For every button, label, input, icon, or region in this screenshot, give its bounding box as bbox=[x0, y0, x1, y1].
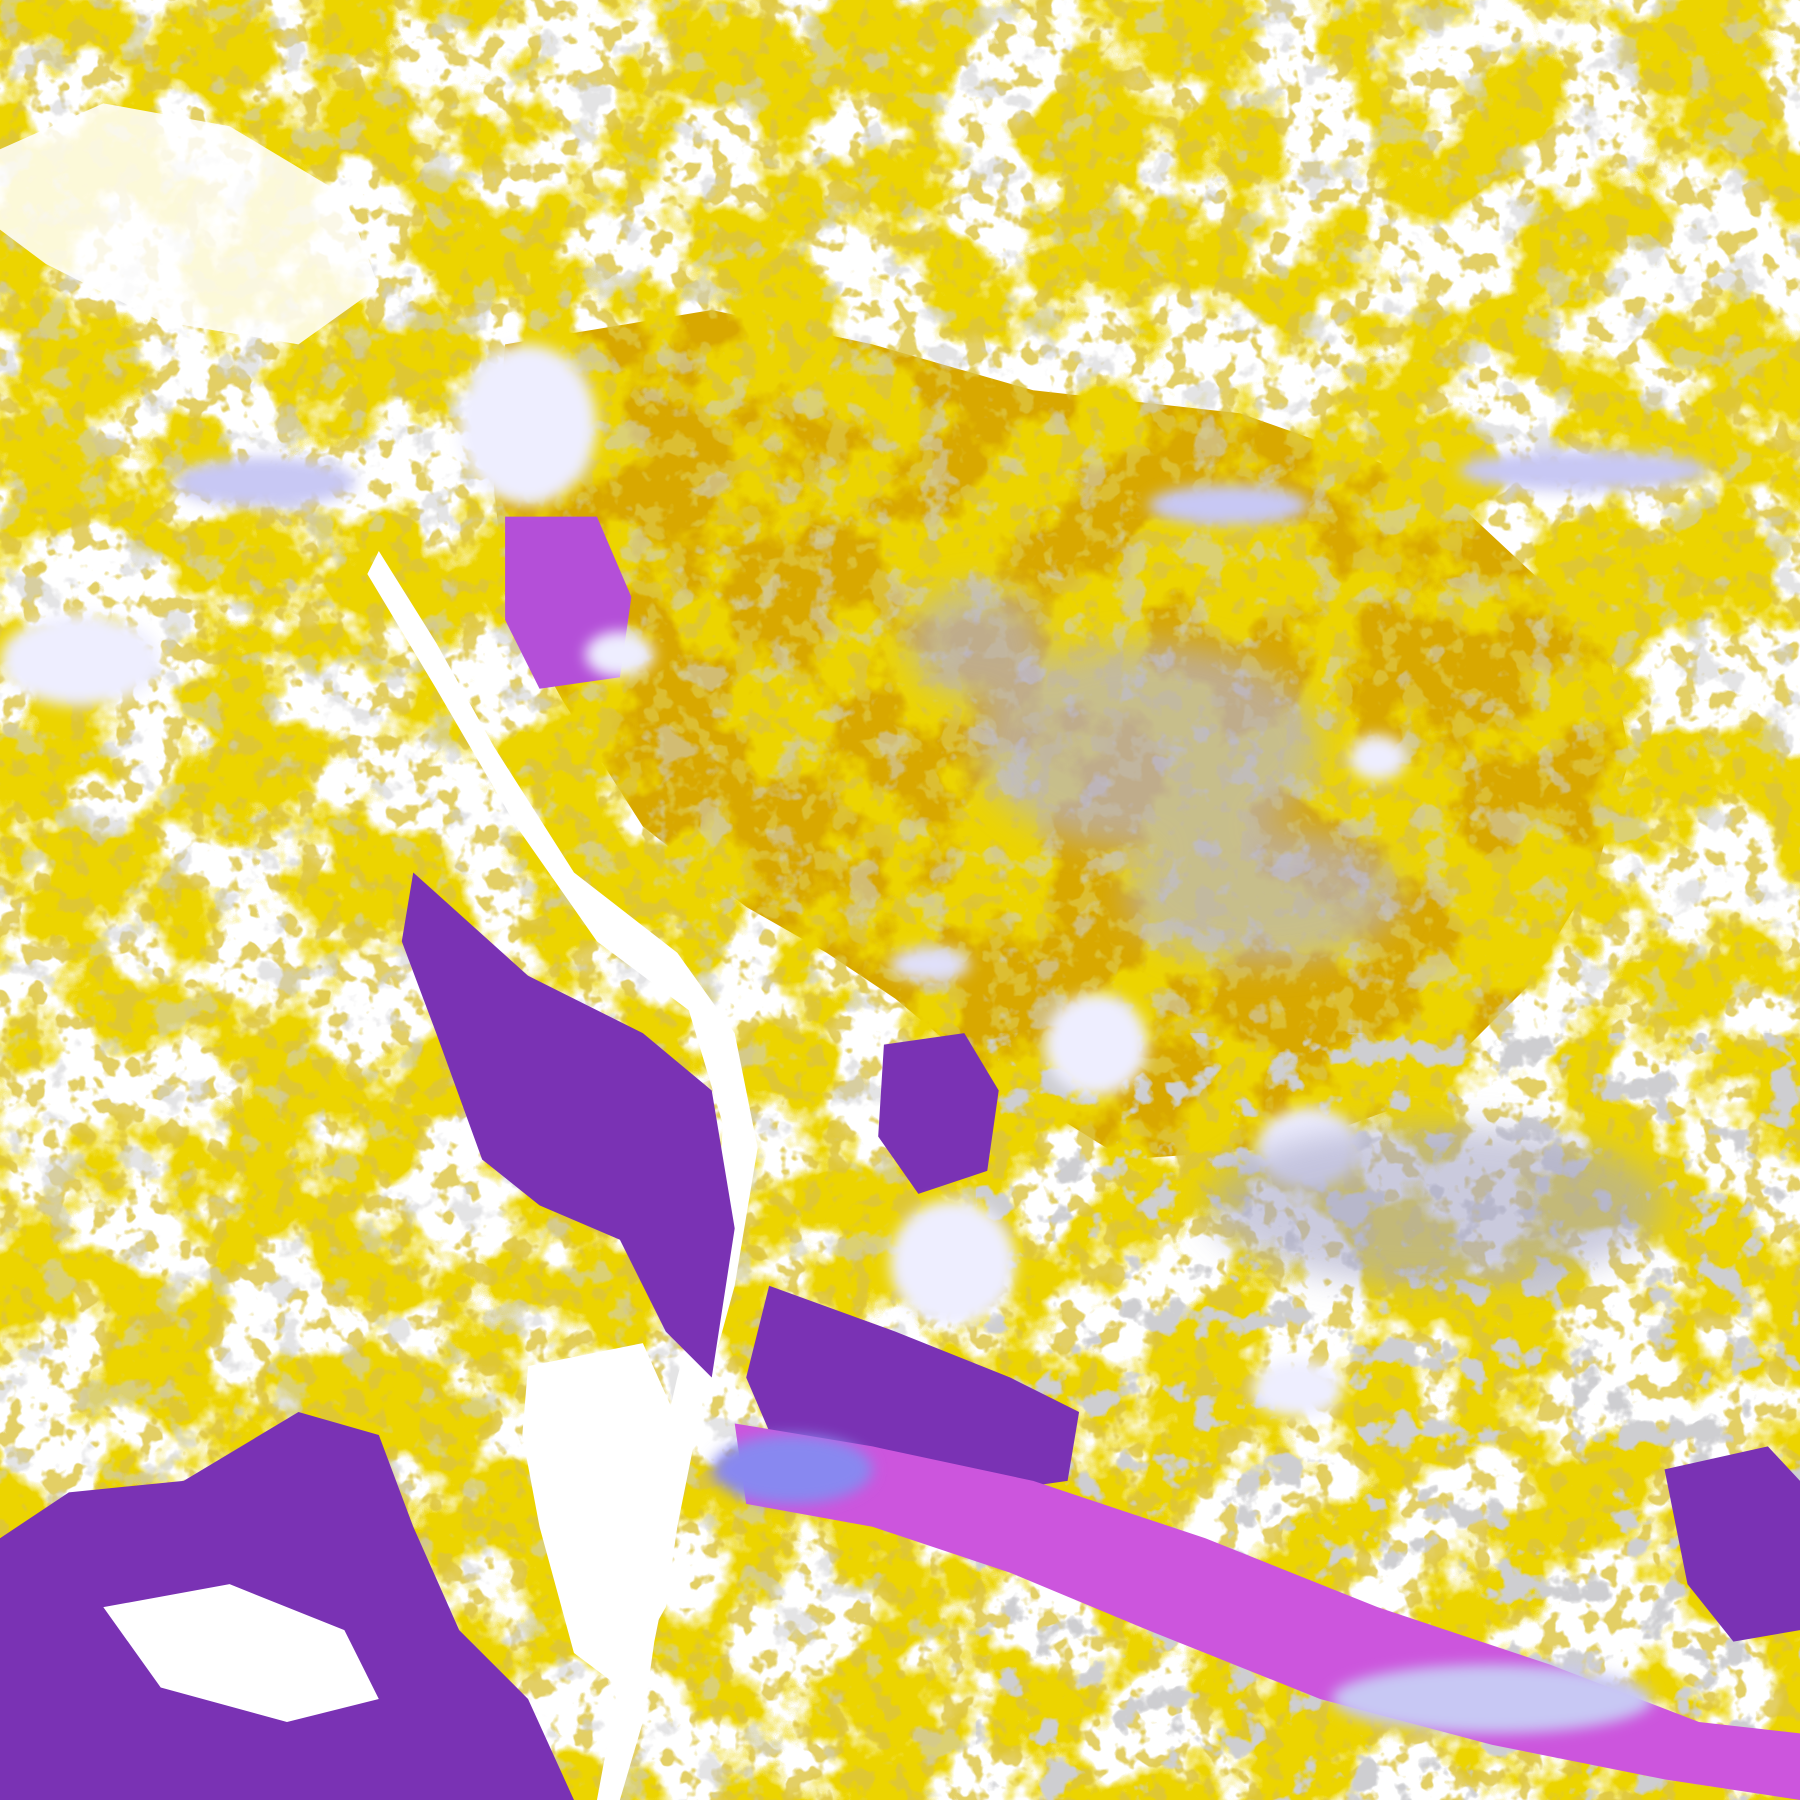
lavender-cloud bbox=[1125, 826, 1401, 965]
white-cloud bbox=[1044, 992, 1148, 1097]
lavender-cloud bbox=[1457, 450, 1711, 492]
white-cloud bbox=[889, 947, 971, 982]
purple-cloud-river-plate bbox=[878, 1033, 999, 1194]
white-cloud bbox=[459, 344, 597, 506]
scattered-convection bbox=[906, 585, 1665, 1286]
white-cloud bbox=[1251, 1360, 1344, 1418]
lavender-cloud bbox=[172, 456, 356, 508]
purple-cloud-southwest bbox=[0, 1411, 574, 1800]
clear-north-pacific bbox=[0, 103, 379, 345]
lavender-cloud bbox=[1147, 484, 1309, 526]
white-cloud bbox=[0, 614, 161, 706]
clear-ocean-patch bbox=[522, 1343, 689, 1688]
blue-cloud bbox=[711, 1434, 873, 1504]
lavender-cloud bbox=[975, 642, 1321, 850]
white-cloud bbox=[585, 631, 655, 678]
white-cloud bbox=[889, 1199, 1016, 1326]
lavender-cloud bbox=[1331, 1664, 1654, 1734]
purple-cloud-pacific bbox=[401, 872, 735, 1378]
convective-clouds bbox=[0, 344, 1711, 1734]
purple-cloud-southeast bbox=[1664, 1446, 1800, 1642]
gray-cloud bbox=[1205, 1125, 1665, 1286]
lavender-cloud bbox=[906, 585, 1045, 701]
white-cloud bbox=[1348, 734, 1407, 781]
clear-gap-southwest bbox=[103, 1584, 379, 1722]
